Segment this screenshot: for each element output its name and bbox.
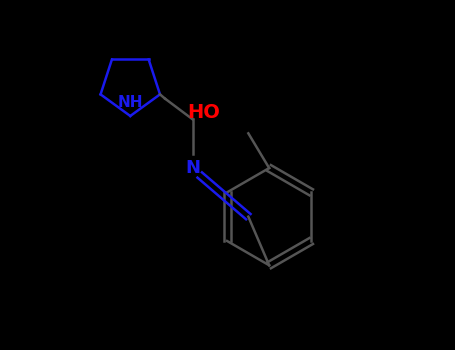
Text: HO: HO [187,103,221,122]
Text: NH: NH [117,94,143,110]
Text: N: N [185,159,200,177]
